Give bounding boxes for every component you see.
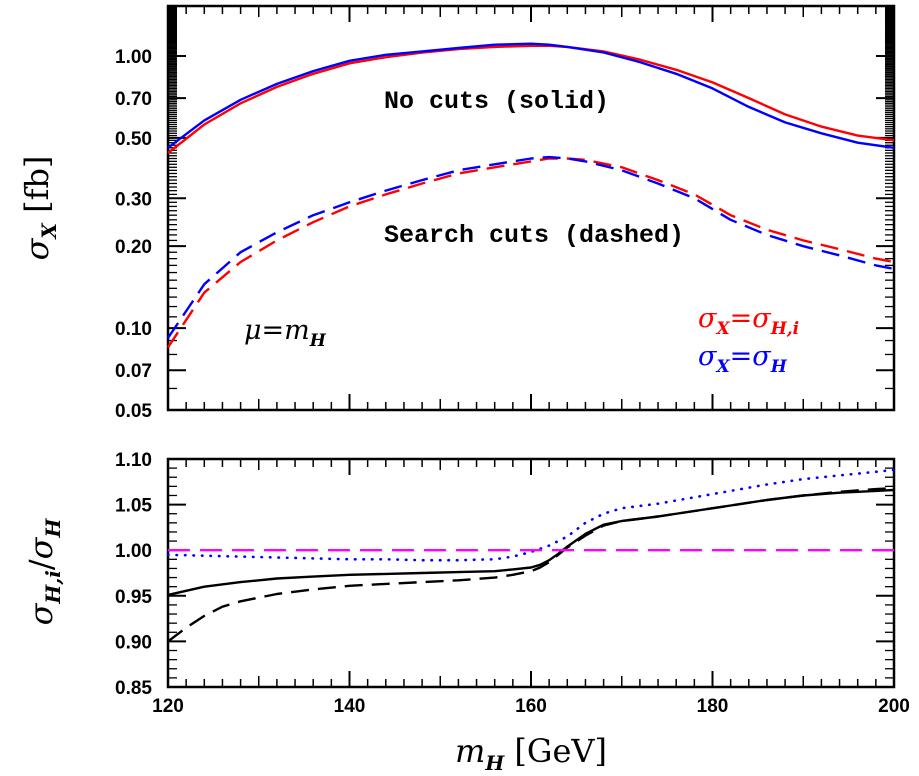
- top-y-tick-label: 0.50: [115, 129, 152, 150]
- bottom-y-axis-title: σH,i/σH: [22, 517, 65, 625]
- x-tick-label: 120: [152, 696, 184, 717]
- bottom-y-tick-labels: 0.85 0.90 0.95 1.00 1.05 1.10: [115, 450, 152, 699]
- top-y-tick-labels: 0.05 0.07 0.10 0.20 0.30 0.50 0.70 1.00: [115, 47, 152, 422]
- top-y-tick-label: 0.10: [115, 319, 152, 340]
- x-tick-labels: 120 140 160 180 200: [152, 696, 910, 717]
- top-y-tick-label: 0.05: [115, 401, 152, 422]
- annotation-scale-sub: H: [309, 331, 327, 351]
- top-series-dashed-red: [167, 157, 895, 348]
- top-y-tick-label: 0.70: [115, 89, 152, 110]
- top-y-tick-label: 0.20: [115, 237, 152, 258]
- svg-text:μ=mH: μ=mH: [244, 315, 327, 351]
- svg-text:σX [fb]: σX [fb]: [18, 156, 61, 261]
- top-series-dashed-blue: [167, 155, 895, 339]
- bottom-y-tick-label: 0.85: [115, 678, 152, 699]
- top-y-tick-label: 0.07: [115, 361, 152, 382]
- top-series-solid-blue: [167, 42, 895, 149]
- x-tick-label: 200: [878, 696, 910, 717]
- x-tick-label: 180: [697, 696, 729, 717]
- bottom-y-tick-label: 1.10: [115, 450, 152, 471]
- top-y-axis-title: σX [fb]: [18, 156, 61, 261]
- bottom-series-solid: [167, 488, 895, 597]
- bottom-series-dotted: [166, 468, 896, 562]
- bottom-panel: 0.85 0.90 0.95 1.00 1.05 1.10 120 140 160 180 200…: [22, 450, 910, 775]
- legend: σX=σH,iσX=σH: [698, 303, 799, 377]
- x-tick-label: 140: [334, 696, 366, 717]
- annotation-scale-mu: μ=m: [244, 315, 310, 346]
- bottom-y-tick-label: 1.00: [115, 541, 152, 562]
- svg-text:σH,i/σH: σH,i/σH: [22, 517, 65, 625]
- bottom-series-dashed: [167, 487, 895, 643]
- bottom-ticks: [167, 458, 895, 688]
- top-series-solid-red: [167, 44, 895, 154]
- legend-entry: σX=σH,i: [698, 303, 799, 339]
- bottom-y-tick-label: 1.05: [115, 496, 152, 517]
- top-plot-frame: [166, 4, 896, 412]
- bottom-y-tick-label: 0.95: [115, 587, 152, 608]
- top-panel: 0.05 0.07 0.10 0.20 0.30 0.50 0.70 1.00 σX [fb]…: [18, 4, 896, 422]
- top-y-tick-label: 1.00: [115, 47, 152, 68]
- legend-entry: σX=σH: [698, 341, 788, 377]
- x-tick-label: 160: [515, 696, 547, 717]
- annotation-scale: μ=mH: [244, 315, 327, 351]
- svg-text:mH [GeV]: mH [GeV]: [455, 732, 607, 775]
- bottom-y-tick-label: 0.90: [115, 632, 152, 653]
- bottom-plot-frame: [166, 457, 896, 689]
- bottom-series-group: [166, 468, 896, 643]
- x-axis-title: mH [GeV]: [455, 732, 607, 775]
- top-series-group: [167, 42, 895, 348]
- top-y-tick-label: 0.30: [115, 189, 152, 210]
- top-ticks: [167, 5, 895, 411]
- annotation-no-cuts: No cuts (solid): [384, 87, 609, 116]
- annotation-search-cuts: Search cuts (dashed): [384, 221, 684, 250]
